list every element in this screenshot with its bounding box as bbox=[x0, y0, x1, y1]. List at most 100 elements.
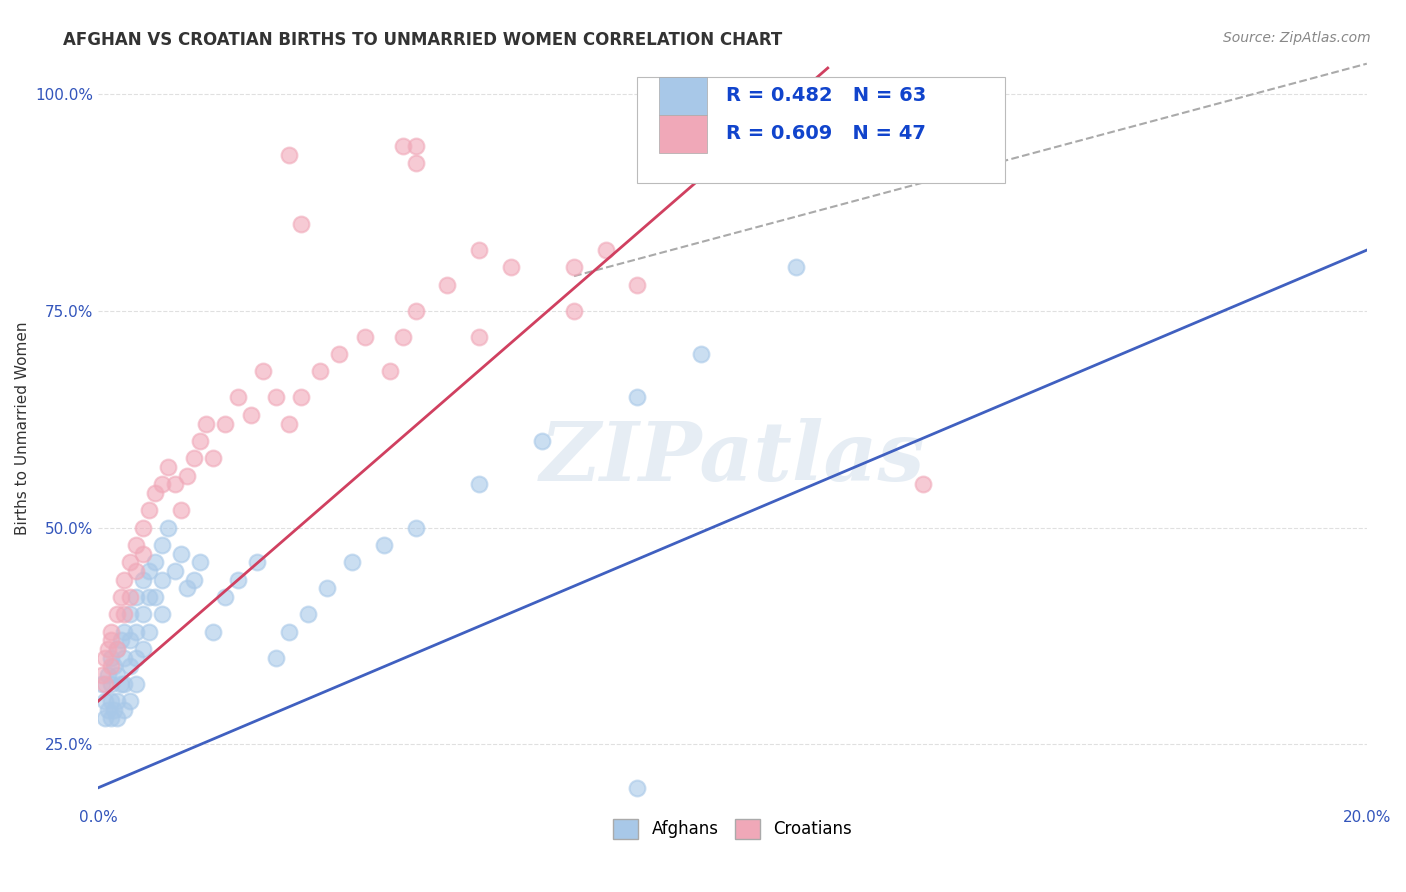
Point bbox=[110, 633, 132, 648]
Point bbox=[107, 694, 129, 708]
Point bbox=[340, 555, 363, 569]
Point bbox=[690, 347, 713, 361]
Point bbox=[264, 650, 287, 665]
Legend: Afghans, Croatians: Afghans, Croatians bbox=[606, 812, 859, 846]
Point bbox=[252, 364, 274, 378]
Point bbox=[120, 633, 142, 648]
Point bbox=[125, 538, 148, 552]
Point bbox=[226, 391, 249, 405]
Point bbox=[125, 676, 148, 690]
Point bbox=[132, 642, 155, 657]
Point bbox=[157, 459, 180, 474]
Point bbox=[468, 477, 491, 491]
Point bbox=[277, 624, 299, 639]
Point bbox=[94, 711, 117, 725]
Point bbox=[188, 555, 211, 569]
Point bbox=[392, 139, 415, 153]
Point bbox=[315, 581, 337, 595]
Point bbox=[138, 503, 160, 517]
Point bbox=[94, 650, 117, 665]
Point bbox=[626, 780, 648, 795]
Point bbox=[145, 486, 167, 500]
Text: AFGHAN VS CROATIAN BIRTHS TO UNMARRIED WOMEN CORRELATION CHART: AFGHAN VS CROATIAN BIRTHS TO UNMARRIED W… bbox=[63, 31, 783, 49]
Point bbox=[125, 564, 148, 578]
Text: ZIPatlas: ZIPatlas bbox=[540, 418, 925, 498]
Point bbox=[103, 703, 125, 717]
Point bbox=[138, 564, 160, 578]
Point bbox=[100, 650, 122, 665]
Point bbox=[195, 417, 218, 431]
Point bbox=[110, 590, 132, 604]
Point bbox=[132, 547, 155, 561]
Point bbox=[125, 590, 148, 604]
Point bbox=[170, 503, 193, 517]
Point bbox=[201, 451, 224, 466]
Point bbox=[150, 573, 173, 587]
Point bbox=[183, 573, 205, 587]
Point bbox=[100, 633, 122, 648]
Text: Source: ZipAtlas.com: Source: ZipAtlas.com bbox=[1223, 31, 1371, 45]
Point bbox=[468, 330, 491, 344]
Point bbox=[176, 581, 198, 595]
Point bbox=[107, 607, 129, 622]
Point bbox=[112, 624, 135, 639]
Point bbox=[188, 434, 211, 448]
Point bbox=[353, 330, 375, 344]
Point bbox=[112, 676, 135, 690]
Point bbox=[626, 391, 648, 405]
Point bbox=[132, 520, 155, 534]
Point bbox=[138, 590, 160, 604]
Point bbox=[97, 668, 120, 682]
Point bbox=[785, 260, 807, 275]
Point bbox=[94, 694, 117, 708]
Point bbox=[120, 694, 142, 708]
Point bbox=[405, 303, 427, 318]
Y-axis label: Births to Unmarried Women: Births to Unmarried Women bbox=[15, 321, 30, 534]
Point bbox=[163, 564, 186, 578]
Point bbox=[277, 147, 299, 161]
Point bbox=[125, 650, 148, 665]
Point bbox=[911, 477, 934, 491]
Point bbox=[145, 555, 167, 569]
Point bbox=[132, 607, 155, 622]
Point bbox=[562, 303, 585, 318]
Point bbox=[120, 659, 142, 673]
Point bbox=[595, 243, 617, 257]
Point bbox=[112, 703, 135, 717]
Point bbox=[499, 260, 522, 275]
Point bbox=[246, 555, 269, 569]
Point bbox=[100, 659, 122, 673]
Point bbox=[90, 668, 112, 682]
Point bbox=[378, 364, 401, 378]
Point bbox=[373, 538, 395, 552]
Point bbox=[150, 538, 173, 552]
Point bbox=[214, 590, 236, 604]
Point bbox=[157, 520, 180, 534]
Point bbox=[107, 642, 129, 657]
FancyBboxPatch shape bbox=[659, 77, 707, 115]
Point bbox=[107, 668, 129, 682]
Point bbox=[264, 391, 287, 405]
Point bbox=[531, 434, 554, 448]
Point bbox=[90, 676, 112, 690]
Point bbox=[328, 347, 350, 361]
Text: R = 0.482   N = 63: R = 0.482 N = 63 bbox=[727, 87, 927, 105]
Point bbox=[107, 642, 129, 657]
Point bbox=[107, 711, 129, 725]
Point bbox=[150, 607, 173, 622]
Point bbox=[100, 711, 122, 725]
Text: R = 0.609   N = 47: R = 0.609 N = 47 bbox=[727, 124, 927, 143]
Point bbox=[405, 139, 427, 153]
Point bbox=[290, 217, 312, 231]
Point bbox=[392, 330, 415, 344]
Point bbox=[112, 573, 135, 587]
Point bbox=[562, 260, 585, 275]
Point bbox=[110, 676, 132, 690]
Point bbox=[120, 607, 142, 622]
Point bbox=[100, 676, 122, 690]
Point bbox=[138, 624, 160, 639]
Point bbox=[626, 277, 648, 292]
Point bbox=[120, 555, 142, 569]
Point bbox=[405, 156, 427, 170]
FancyBboxPatch shape bbox=[637, 77, 1005, 183]
